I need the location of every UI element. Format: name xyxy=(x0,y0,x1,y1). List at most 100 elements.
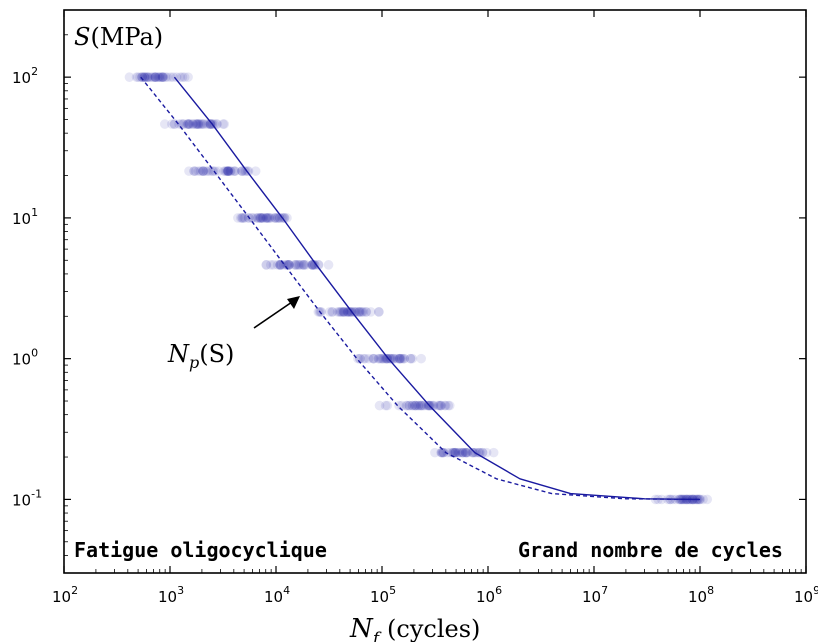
scatter-point xyxy=(198,166,209,176)
scatter-point xyxy=(399,353,410,364)
scatter-point xyxy=(488,447,499,458)
scatter-point xyxy=(263,213,273,223)
scatter-point xyxy=(349,307,360,317)
scatter-point xyxy=(358,307,369,317)
scatter-point xyxy=(256,213,266,223)
scatter-point xyxy=(177,72,188,82)
scatter-point xyxy=(197,166,208,176)
scatter-point xyxy=(291,260,301,270)
scatter-point xyxy=(190,166,201,176)
scatter-point xyxy=(149,72,160,82)
annotation-subscript: p xyxy=(189,353,199,372)
scatter-point xyxy=(233,213,243,223)
scatter-point xyxy=(374,400,385,411)
scatter-point xyxy=(205,166,215,176)
scatter-point xyxy=(338,307,349,317)
scatter-point xyxy=(301,260,311,270)
scatter-point xyxy=(230,166,240,176)
scatter-point xyxy=(237,213,248,223)
scatter-point xyxy=(150,72,161,82)
scatter-point xyxy=(407,353,418,364)
scatter-point xyxy=(361,307,371,317)
scatter-point xyxy=(394,353,405,364)
scatter-point xyxy=(261,260,272,270)
scatter-point xyxy=(458,447,469,458)
scatter-point xyxy=(369,353,379,364)
scatter-point xyxy=(137,72,147,82)
scatter-point xyxy=(176,119,187,129)
scatter-point xyxy=(258,213,268,223)
scatter-point xyxy=(308,260,318,270)
scatter-point xyxy=(142,72,153,82)
x-tick-label: 102 xyxy=(52,584,78,606)
scatter-point xyxy=(160,119,170,129)
scatter-point xyxy=(413,400,424,411)
y-tick-label: 100 xyxy=(12,347,38,369)
scatter-point xyxy=(309,260,320,270)
scatter-point xyxy=(374,307,384,317)
y-axis-label-symbol: S xyxy=(74,23,90,51)
scatter-point xyxy=(390,353,400,364)
scatter-point xyxy=(165,72,176,82)
scatter-point xyxy=(222,166,233,176)
scatter-point xyxy=(436,400,447,411)
scatter-point xyxy=(289,260,300,270)
scatter-point xyxy=(380,400,391,411)
scatter-point xyxy=(261,213,272,223)
scatter-point xyxy=(190,119,201,129)
scatter-point xyxy=(437,447,448,458)
scatter-point xyxy=(298,260,309,270)
scatter-point xyxy=(352,307,363,317)
scatter-point xyxy=(468,447,478,458)
scatter-point xyxy=(373,307,384,317)
scatter-point xyxy=(695,494,706,505)
scatter-point xyxy=(353,307,364,317)
scatter-point xyxy=(454,447,465,458)
scatter-point xyxy=(334,307,344,317)
scatter-point xyxy=(182,119,192,129)
scatter-point xyxy=(397,353,408,364)
scatter-point xyxy=(402,400,412,411)
scatter-point xyxy=(702,494,713,505)
y-axis-label: S(MPa) xyxy=(74,23,163,51)
scatter-point xyxy=(354,307,365,317)
scatter-point xyxy=(404,400,414,411)
scatter-point xyxy=(205,119,216,129)
scatter-point xyxy=(274,213,285,223)
scatter-point xyxy=(223,166,234,176)
scatter-point xyxy=(438,447,449,458)
scatter-point xyxy=(411,400,421,411)
scatter-point xyxy=(327,307,338,317)
scatter-point xyxy=(225,166,236,176)
scatter-point xyxy=(185,119,195,129)
x-tick-label: 107 xyxy=(582,584,608,606)
scatter-point xyxy=(131,72,142,82)
scatter-point xyxy=(292,260,303,270)
scatter-point xyxy=(422,400,432,411)
scatter-point xyxy=(256,213,266,223)
scatter-point xyxy=(204,119,214,129)
scatter-point xyxy=(218,119,228,129)
scatter-point xyxy=(394,400,404,411)
scatter-point xyxy=(407,400,417,411)
scatter-point xyxy=(264,213,274,223)
scatter-point xyxy=(310,260,320,270)
scatter-point xyxy=(269,213,280,223)
scatter-layer xyxy=(124,72,713,505)
annotation-symbol: N xyxy=(167,340,190,368)
scatter-point xyxy=(394,353,405,364)
scatter-point xyxy=(345,307,356,317)
scatter-point xyxy=(436,447,446,458)
scatter-point xyxy=(205,119,216,129)
scatter-point xyxy=(158,72,168,82)
scatter-point xyxy=(183,119,193,129)
scatter-point xyxy=(209,119,219,129)
scatter-point xyxy=(184,119,195,129)
scatter-point xyxy=(282,260,292,270)
scatter-point xyxy=(453,447,464,458)
scatter-point xyxy=(171,72,182,82)
scatter-point xyxy=(137,72,148,82)
scatter-point xyxy=(385,353,396,364)
scatter-point xyxy=(437,447,447,458)
